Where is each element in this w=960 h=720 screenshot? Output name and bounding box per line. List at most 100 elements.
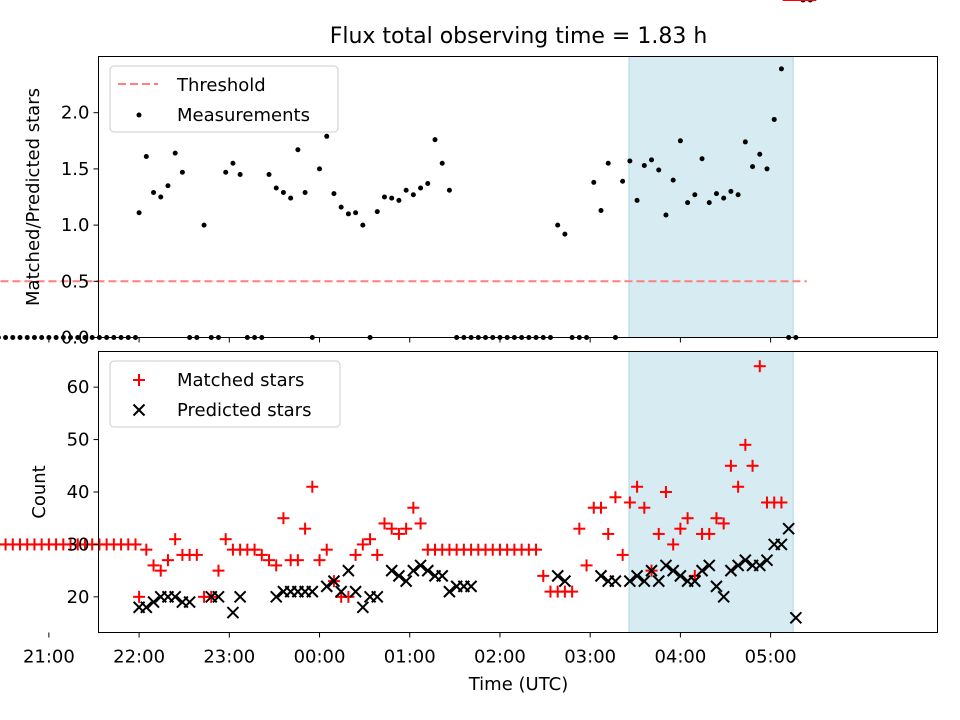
matched-star-point [602, 527, 615, 540]
matched-star-point [277, 512, 290, 525]
bottom-y-axis: 20 30 40 50 60 [67, 377, 99, 608]
measurement-point [555, 222, 561, 228]
matched-star-point [674, 522, 687, 535]
measurement-point [699, 156, 705, 162]
measurement-point [31, 335, 37, 340]
measurement-point [663, 212, 669, 218]
measurement-point [75, 335, 81, 340]
predicted-star-point [674, 569, 687, 583]
measurement-point [53, 335, 59, 340]
x-tick-label: 01:00 [384, 647, 436, 668]
matched-star-point [566, 585, 579, 598]
matched-star-point [631, 480, 644, 493]
predicted-star-point [551, 569, 564, 583]
predicted-star-point [724, 564, 738, 577]
predicted-star-point-b [147, 595, 160, 609]
matched-star-point [320, 543, 333, 556]
predicted-star-point-b [140, 601, 153, 614]
top-y-tick-label: 1.5 [61, 159, 90, 180]
measurement-point [446, 187, 452, 193]
measurement-point [757, 151, 763, 157]
predicted-star-point [659, 559, 673, 572]
top-legend-box [109, 65, 339, 133]
matched-star-point [609, 491, 622, 504]
matched-star-point [616, 548, 629, 561]
predicted-star-point-b [168, 590, 182, 604]
predicted-star-point-b [320, 580, 333, 593]
predicted-star-point-b [645, 564, 658, 577]
predicted-star-point [320, 580, 333, 593]
x-axis: 19:0020:0021:0022:0023:0000:0001:0002:00… [23, 632, 797, 668]
x-tick-label: 00:00 [294, 647, 346, 668]
measurement-point [60, 335, 66, 340]
matched-star-point [371, 548, 384, 561]
top-highlight-span [628, 56, 794, 338]
x-tick-label: 04:00 [654, 647, 706, 668]
measurement-point [230, 160, 236, 166]
matched-star-point [573, 522, 586, 535]
predicted-star-point-b [659, 559, 673, 572]
predicted-star-point [623, 574, 637, 588]
measurement-point [10, 335, 16, 340]
measurement-point [620, 178, 626, 184]
matched-star-point [313, 554, 326, 567]
predicted-star-point [688, 574, 702, 588]
measurement-point [165, 183, 171, 189]
bottom-y-axis-label: Count [29, 465, 50, 518]
measurement-point [706, 200, 712, 206]
measurement-point [68, 335, 74, 340]
predicted-star-point-b [356, 601, 370, 614]
predicted-star-point [349, 585, 362, 598]
predicted-star-point [789, 611, 803, 625]
measurement-point [82, 335, 88, 340]
matched-star-point [378, 517, 391, 530]
matched-star-point [364, 533, 377, 546]
matched-star-point [703, 527, 716, 540]
predicted-star-point [414, 559, 427, 572]
matched-star-point [255, 548, 268, 561]
legend-predicted-label: Predicted stars [177, 400, 311, 421]
measurement-point [317, 166, 323, 172]
matched-star-point [623, 496, 636, 509]
legend-measurements-label: Measurements [177, 105, 310, 126]
predicted-star-point [342, 564, 355, 577]
measurement-point [627, 158, 633, 164]
predicted-star-point [443, 585, 456, 598]
predicted-star-point [594, 569, 608, 583]
predicted-star-point-b [760, 553, 774, 567]
top-axes-frame [98, 56, 938, 338]
predicted-star-point-b [327, 574, 341, 588]
predicted-star-point-b [392, 569, 406, 583]
measurement-point [331, 191, 337, 197]
predicted-star-point [306, 585, 319, 598]
measurement-point [389, 195, 395, 201]
chart-title: Flux total observing time = 1.83 h [330, 24, 708, 49]
predicted-star-point [168, 590, 182, 604]
predicted-star-point-b [638, 574, 651, 588]
predicted-star-point [270, 590, 283, 604]
x-tick-label: 21:00 [23, 647, 75, 668]
predicted-star-point [464, 580, 478, 593]
predicted-star-point [147, 595, 160, 609]
measurement-point [89, 335, 95, 340]
matched-star-point [724, 459, 737, 472]
matched-star-point [129, 538, 142, 551]
measurement-point [605, 160, 611, 166]
measurement-point [598, 207, 604, 213]
top-y-tick-label: 0.5 [61, 271, 90, 292]
measurement-point [656, 167, 662, 173]
predicted-star-point [233, 590, 247, 604]
predicted-star-point-b [334, 585, 348, 598]
matched-stars-series [0, 0, 817, 603]
measurement-point [338, 204, 344, 210]
predicted-star-point-b [407, 564, 420, 577]
matched-star-point [190, 548, 203, 561]
top-x-tick-marks [48, 337, 772, 343]
predicted-star-point-b [385, 564, 398, 577]
predicted-star-point [327, 574, 341, 588]
matched-star-point [753, 360, 766, 373]
x-tick-label: 05:00 [745, 647, 797, 668]
measurement-point [742, 139, 748, 145]
predicted-star-point-b [226, 606, 240, 619]
